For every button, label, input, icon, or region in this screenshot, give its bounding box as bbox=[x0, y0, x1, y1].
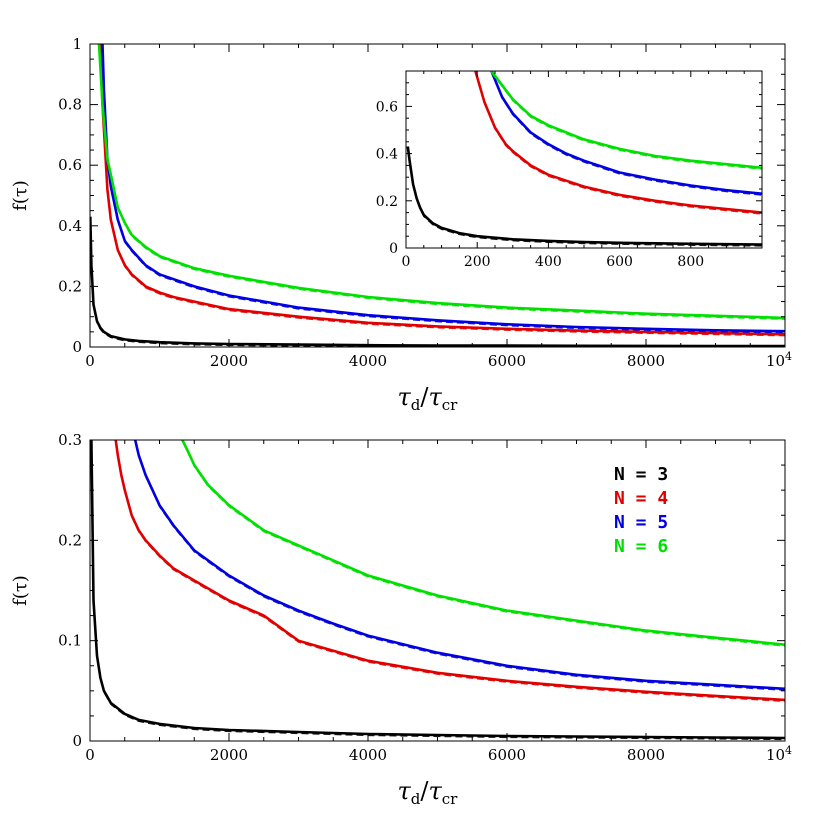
top-xlabel-sub: d bbox=[411, 396, 421, 414]
inset-series-line-2 bbox=[490, 71, 762, 195]
bottom-xtick-exp: 4 bbox=[785, 744, 792, 757]
top-xlabel-den: τ bbox=[428, 383, 442, 411]
top-ylabel: f(τ) bbox=[10, 180, 31, 211]
bottom-xlabel-den-sub: cr bbox=[442, 790, 458, 808]
inset-ytick-label: 0.4 bbox=[376, 147, 398, 163]
bottom-series-line-3 bbox=[181, 440, 785, 646]
top-series-dashed-0 bbox=[90, 218, 785, 347]
top-series-dashed-3 bbox=[98, 45, 785, 320]
top-ytick-label: 0.4 bbox=[58, 217, 82, 235]
top-xlabel-main: τ bbox=[398, 383, 412, 411]
top-xtick-exp: 4 bbox=[785, 350, 792, 363]
top-xlabel-den-sub: cr bbox=[442, 396, 458, 414]
bottom-xtick-label: 0 bbox=[85, 746, 95, 764]
legend-entry-1: N = 4 bbox=[614, 488, 668, 509]
top-series-line-2 bbox=[101, 44, 785, 333]
bottom-xtick-label: 4000 bbox=[349, 746, 387, 764]
inset-series-dashed-3 bbox=[490, 72, 762, 170]
bottom-ytick-label: 0.2 bbox=[58, 531, 82, 549]
bottom-xlabel-den: τ bbox=[428, 777, 442, 805]
bottom-xlabel-slash: / bbox=[420, 777, 429, 805]
inset-series-group bbox=[406, 71, 762, 247]
top-ytick-label: 0 bbox=[72, 338, 82, 356]
inset-xtick-label: 0 bbox=[402, 254, 411, 270]
bottom-xtick-label-last: 104 bbox=[766, 744, 792, 764]
bottom-panel: 0 2000 4000 6000 8000 10400.10.20.3f(τ)τd/τcr… bbox=[10, 431, 792, 808]
top-xlabel: τd/τcr bbox=[398, 383, 459, 414]
top-series-line-3 bbox=[97, 44, 785, 320]
inset-series-line-1 bbox=[474, 71, 762, 214]
inset-panel: 0 200 400 600 800 0 0.2 0.4 0.6 bbox=[376, 70, 763, 270]
inset-xtick-label: 200 bbox=[464, 254, 491, 270]
top-series-group bbox=[90, 44, 785, 347]
top-ytick-label: 0.2 bbox=[58, 277, 82, 295]
legend-entry-0: N = 3 bbox=[614, 464, 668, 485]
inset-xtick-label: 800 bbox=[677, 254, 704, 270]
bottom-ytick-label: 0.1 bbox=[58, 632, 82, 650]
bottom-xlabel: τd/τcr bbox=[398, 777, 459, 808]
top-xtick-label: 6000 bbox=[488, 352, 526, 370]
top-xtick-label: 8000 bbox=[627, 352, 665, 370]
top-xtick-label-last: 104 bbox=[766, 350, 792, 370]
bottom-xlabel-main: τ bbox=[398, 777, 412, 805]
bottom-xtick-label: 6000 bbox=[488, 746, 526, 764]
top-ytick-label: 0.8 bbox=[58, 96, 82, 114]
top-ytick-label: 0.6 bbox=[58, 156, 82, 174]
bottom-series-group bbox=[90, 440, 785, 741]
inset-xtick-label: 400 bbox=[535, 254, 562, 270]
inset-series-line-3 bbox=[490, 71, 762, 170]
bottom-ylabel: f(τ) bbox=[10, 575, 31, 606]
bottom-series-dashed-2 bbox=[134, 441, 785, 691]
top-ytick-label: 1 bbox=[72, 35, 82, 53]
inset-xtick-label: 600 bbox=[606, 254, 633, 270]
bottom-series-line-1 bbox=[114, 440, 785, 702]
inset-ytick-label: 0 bbox=[389, 241, 398, 257]
bottom-series-dashed-1 bbox=[115, 441, 785, 702]
top-series-line-0 bbox=[90, 216, 785, 347]
top-xtick-label: 0 bbox=[85, 352, 95, 370]
top-series-dashed-1 bbox=[99, 45, 785, 337]
bottom-series-dashed-3 bbox=[181, 441, 785, 647]
legend-entry-2: N = 5 bbox=[614, 512, 668, 533]
top-panel: 0 2000 4000 6000 8000 10400.20.40.60.81f(τ)τd… bbox=[10, 35, 792, 414]
top-xtick-label: 2000 bbox=[210, 352, 248, 370]
legend-entry-3: N = 6 bbox=[614, 536, 668, 557]
bottom-series-line-2 bbox=[133, 440, 785, 691]
inset-series-dashed-2 bbox=[490, 72, 762, 196]
inset-series-dashed-0 bbox=[407, 147, 762, 247]
bottom-xlabel-sub: d bbox=[411, 790, 421, 808]
bottom-ytick-label: 0 bbox=[72, 732, 82, 750]
top-xtick-label: 4000 bbox=[349, 352, 387, 370]
inset-ytick-label: 0.2 bbox=[376, 194, 398, 210]
bottom-xtick-label: 8000 bbox=[627, 746, 665, 764]
top-xlabel-slash: / bbox=[420, 383, 429, 411]
inset-ytick-label: 0.6 bbox=[376, 99, 398, 115]
bottom-xtick-label: 2000 bbox=[210, 746, 248, 764]
bottom-ytick-label: 0.3 bbox=[58, 431, 82, 449]
